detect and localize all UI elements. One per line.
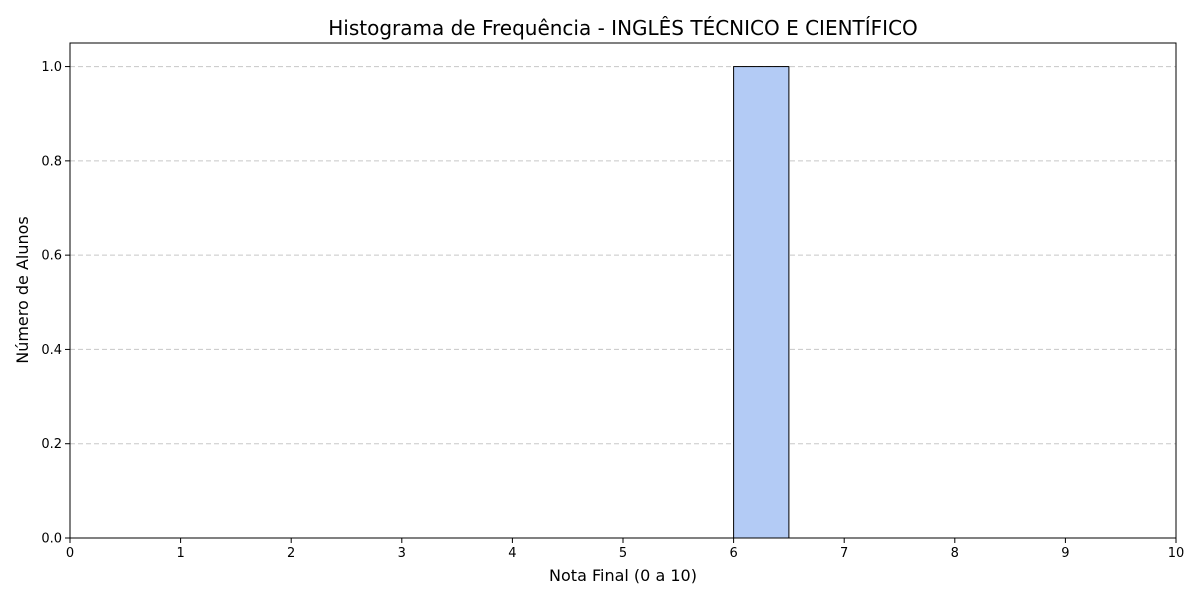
y-tick-label: 0.2: [41, 437, 62, 452]
y-tick-label: 0.4: [41, 343, 62, 358]
y-gridlines: [70, 66, 1176, 445]
x-tick-label: 4: [508, 546, 516, 561]
x-tick-label: 8: [951, 546, 959, 561]
y-axis-ticks: 0.0 0.2 0.4 0.6 0.8 1.0: [41, 60, 70, 547]
y-tick-label: 0.6: [41, 249, 62, 264]
x-axis-label: Nota Final (0 a 10): [549, 566, 697, 585]
x-tick-label: 2: [287, 546, 295, 561]
x-tick-label: 3: [398, 546, 406, 561]
plot-frame: [69, 42, 1177, 539]
x-tick-label: 7: [840, 546, 848, 561]
y-tick-label: 0.8: [41, 154, 62, 169]
x-tick-label: 9: [1061, 546, 1069, 561]
x-tick-label: 0: [66, 546, 74, 561]
x-tick-label: 6: [729, 546, 737, 561]
histogram-bars: [733, 66, 790, 539]
x-tick-label: 5: [619, 546, 627, 561]
chart-title: Histograma de Frequência - INGLÊS TÉCNIC…: [328, 16, 918, 40]
x-tick-label: 10: [1168, 546, 1185, 561]
y-axis-label: Número de Alunos: [13, 216, 32, 364]
x-tick-label: 1: [176, 546, 184, 561]
histogram-bar: [733, 66, 790, 539]
y-tick-label: 0.0: [41, 532, 62, 547]
y-tick-label: 1.0: [41, 60, 62, 75]
x-axis-ticks: 0 1 2 3 4 5 6 7 8 9 10: [66, 538, 1184, 561]
